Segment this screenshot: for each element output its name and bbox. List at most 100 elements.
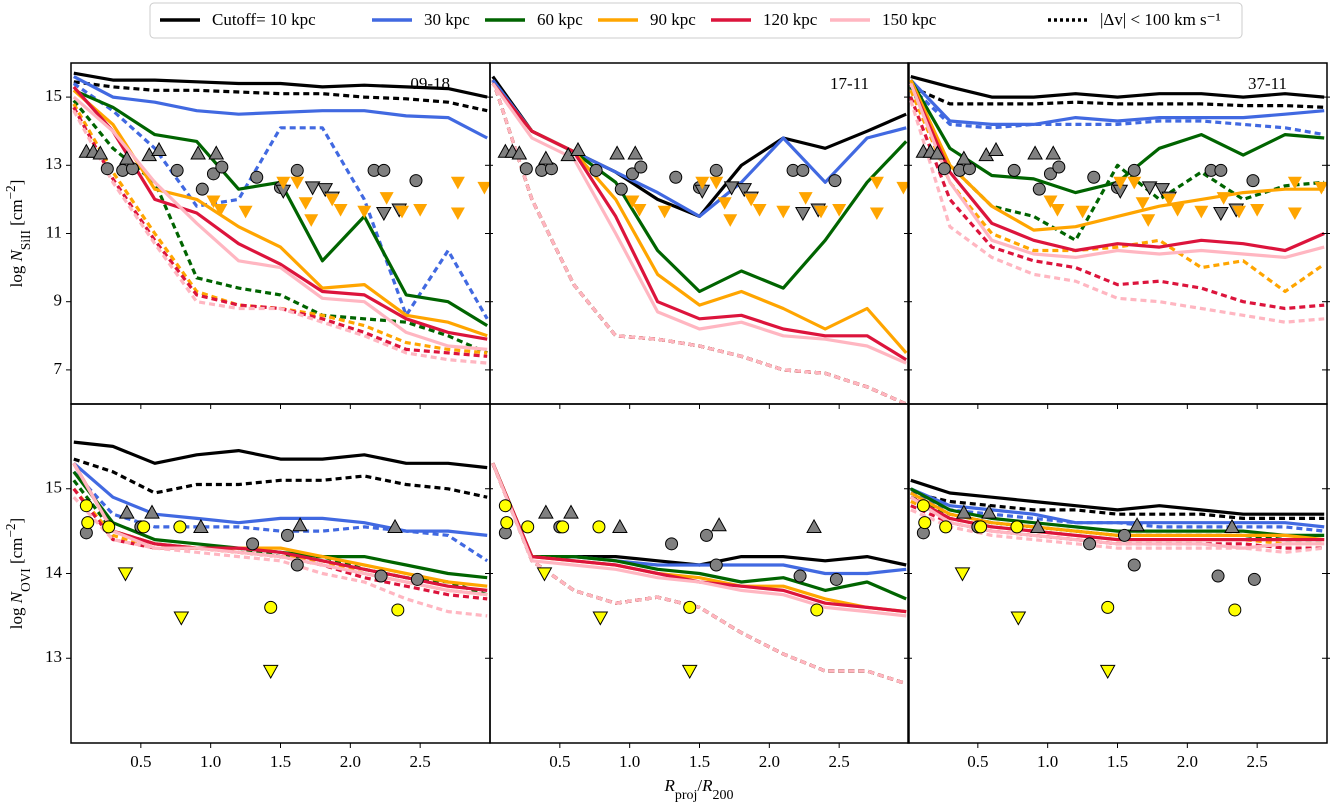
observation-circle [1228, 603, 1242, 617]
observation-triangle-down [1050, 204, 1065, 217]
series-line [910, 487, 1325, 529]
legend-label: |Δv| < 100 km s⁻¹ [1100, 10, 1221, 29]
observation-triangle-down [1135, 197, 1150, 210]
observation-triangle-down [1213, 206, 1229, 222]
panel [909, 478, 1325, 679]
series-line [910, 75, 1325, 99]
observation-circle [796, 163, 810, 177]
x-tick-label: 1.0 [1037, 752, 1058, 771]
observation-triangle-down [206, 195, 221, 209]
series-line [491, 462, 907, 601]
observation-triangle-down [798, 192, 813, 205]
observation-triangle-up [563, 504, 579, 519]
series-line [491, 462, 907, 614]
observation-triangle-up [627, 145, 644, 160]
observation-circle [1246, 174, 1260, 188]
observation-triangle-down [395, 205, 410, 219]
observation-triangle-down [290, 176, 305, 190]
observation-circle [1052, 160, 1066, 174]
label-part: N [7, 248, 26, 262]
observation-circle [937, 162, 951, 176]
observation-triangle-down [954, 567, 971, 582]
y-axis-label: log NOVI [cm−2] [3, 518, 33, 629]
observation-circle [374, 569, 388, 583]
observation-circle [498, 499, 512, 513]
observation-circle [1007, 163, 1021, 177]
observation-triangle-up [1129, 517, 1145, 532]
panel-frame [907, 62, 1328, 405]
observation-circle [1211, 569, 1225, 583]
series-line [72, 106, 488, 358]
observation-circle [391, 603, 405, 617]
panel [72, 71, 490, 365]
series-line [910, 478, 1325, 516]
observation-circle [683, 600, 697, 614]
series-line [909, 96, 1325, 311]
observation-triangle-up [1045, 145, 1062, 160]
observation-triangle-down [1141, 214, 1156, 227]
observation-triangle-up [119, 150, 135, 165]
label-part: 200 [713, 788, 734, 803]
observation-triangle-up [538, 150, 554, 165]
observation-circle [828, 174, 842, 188]
x-tick-label: 2.5 [1247, 752, 1268, 771]
observation-triangle-down [450, 176, 465, 190]
observation-triangle-up [1030, 518, 1046, 533]
series-line [72, 109, 488, 365]
x-tick-label: 1.0 [619, 752, 640, 771]
series-line [491, 79, 907, 404]
observation-circle [589, 163, 603, 177]
observation-circle [1247, 572, 1261, 586]
observation-circle [195, 182, 209, 196]
observation-triangle-down [695, 176, 710, 190]
y-tick-label: 14 [45, 562, 63, 581]
observation-circle [1117, 528, 1131, 542]
panel [491, 462, 907, 686]
observation-circle [614, 182, 628, 196]
panel [909, 75, 1327, 324]
series-line [491, 79, 907, 404]
label-part: R [701, 776, 713, 795]
label-part: R [663, 776, 675, 795]
observation-triangle-down [814, 205, 829, 219]
panel-label: 17-11 [830, 74, 869, 93]
label-part: OVI [18, 568, 33, 592]
observation-triangle-down [896, 181, 909, 195]
x-tick-label: 1.5 [1107, 752, 1128, 771]
observation-circle [810, 603, 824, 617]
observation-triangle-down [592, 611, 609, 626]
panel-label: 09-18 [410, 74, 450, 93]
observation-circle [102, 520, 116, 534]
observation-triangle-down [1099, 664, 1116, 679]
series-line [72, 462, 488, 537]
observation-triangle-up [151, 141, 167, 157]
series-line [73, 457, 488, 499]
panel-label: 37-11 [1248, 74, 1287, 93]
y-tick-label: 13 [45, 154, 62, 173]
series-line [73, 71, 488, 99]
observation-triangle-up [292, 517, 308, 532]
observation-triangle-down [776, 205, 791, 219]
observation-circle [974, 520, 988, 534]
observation-triangle-down [536, 567, 553, 582]
observation-circle [1127, 558, 1141, 572]
observation-triangle-down [869, 176, 884, 190]
legend-label: 60 kpc [537, 10, 583, 29]
series-line [491, 79, 907, 404]
series-line [72, 95, 488, 351]
observation-triangle-down [1154, 183, 1171, 198]
observation-triangle-down [632, 204, 647, 217]
label-part: SiII [18, 230, 33, 250]
observation-triangle-up [144, 504, 160, 519]
x-axis-label: Rproj/R200 [663, 776, 733, 803]
observation-triangle-down [1250, 204, 1265, 217]
observation-triangle-down [262, 664, 279, 679]
x-tick-label: 1.5 [270, 752, 291, 771]
label-part: −2 [3, 523, 18, 537]
legend-label: 150 kpc [882, 10, 937, 29]
observation-circle [1127, 163, 1141, 177]
legend-label: 120 kpc [763, 10, 818, 29]
observation-triangle-down [298, 197, 313, 210]
observation-triangle-up [956, 504, 972, 519]
